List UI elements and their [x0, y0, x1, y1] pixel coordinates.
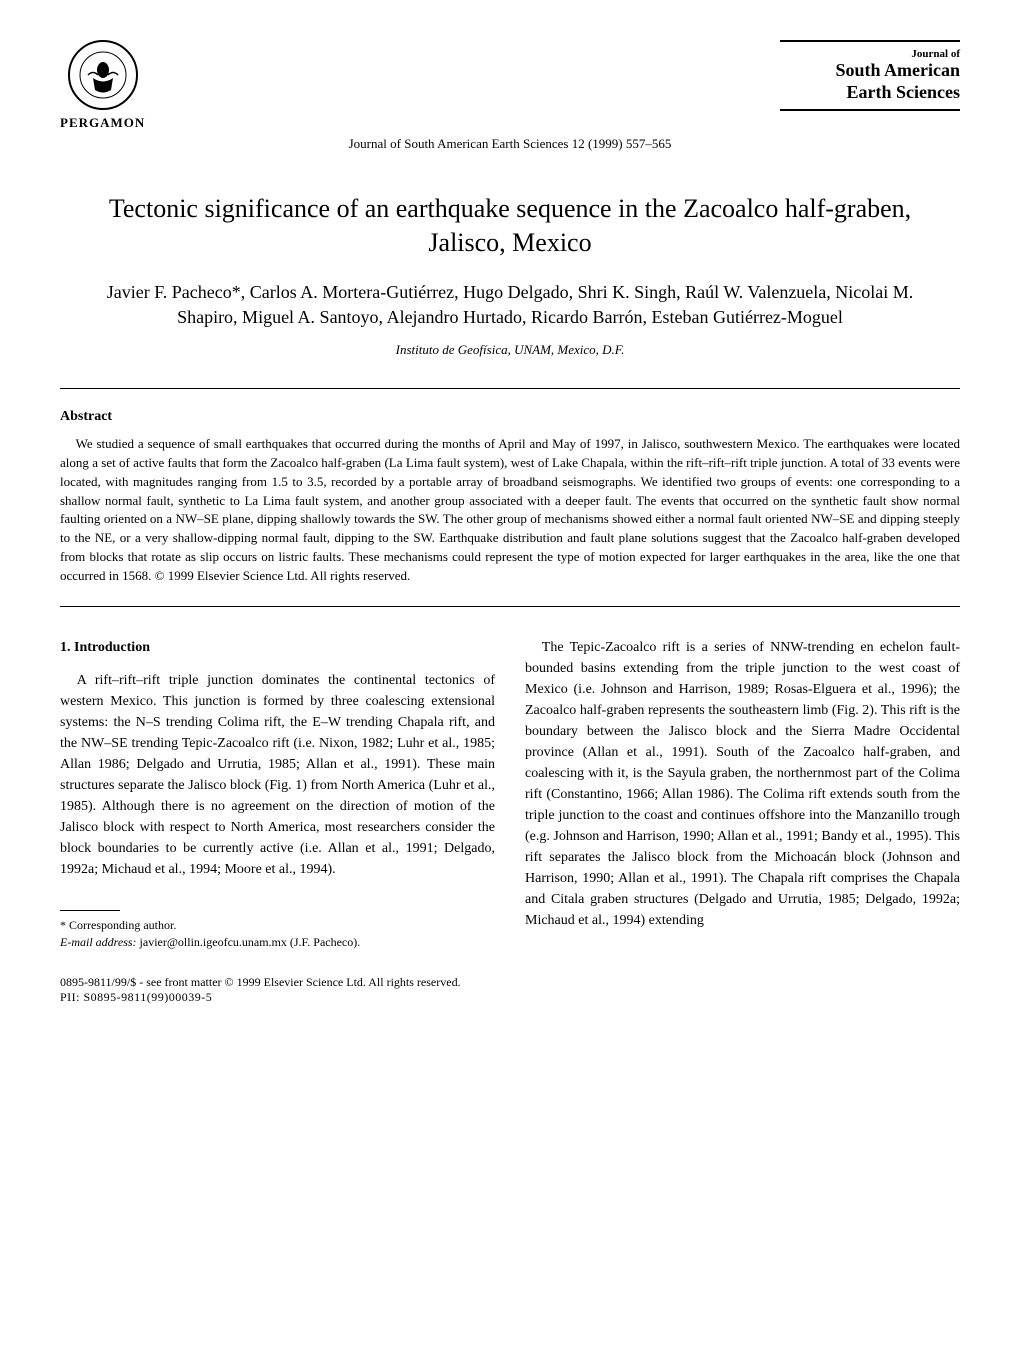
- email-footnote: E-mail address: javier@ollin.igeofcu.una…: [60, 934, 495, 951]
- intro-heading: 1. Introduction: [60, 637, 495, 658]
- body-columns: 1. Introduction A rift–rift–rift triple …: [60, 637, 960, 951]
- journal-of-label: Journal of: [780, 48, 960, 60]
- authors-list: Javier F. Pacheco*, Carlos A. Mortera-Gu…: [60, 280, 960, 330]
- journal-title-line2: Earth Sciences: [780, 82, 960, 104]
- intro-paragraph-left: A rift–rift–rift triple junction dominat…: [60, 670, 495, 880]
- abstract-text: We studied a sequence of small earthquak…: [60, 435, 960, 586]
- divider-top: [60, 388, 960, 389]
- pii-line: PII: S0895-9811(99)00039-5: [60, 990, 960, 1005]
- header-row: PERGAMON Journal of South American Earth…: [60, 40, 960, 131]
- left-column: 1. Introduction A rift–rift–rift triple …: [60, 637, 495, 951]
- right-column: The Tepic-Zacoalco rift is a series of N…: [525, 637, 960, 951]
- email-value: javier@ollin.igeofcu.unam.mx (J.F. Pache…: [137, 935, 361, 949]
- intro-paragraph-right: The Tepic-Zacoalco rift is a series of N…: [525, 637, 960, 931]
- divider-bottom: [60, 606, 960, 607]
- publisher-block: PERGAMON: [60, 40, 145, 131]
- corresponding-author-note: * Corresponding author.: [60, 917, 495, 934]
- journal-citation: Journal of South American Earth Sciences…: [60, 136, 960, 152]
- journal-title-block: Journal of South American Earth Sciences: [780, 40, 960, 111]
- article-title: Tectonic significance of an earthquake s…: [60, 192, 960, 260]
- publisher-name: PERGAMON: [60, 115, 145, 131]
- footnote-rule: [60, 910, 120, 911]
- email-label: E-mail address:: [60, 935, 137, 949]
- abstract-heading: Abstract: [60, 409, 960, 425]
- copyright-line: 0895-9811/99/$ - see front matter © 1999…: [60, 975, 960, 990]
- pergamon-logo-icon: [68, 40, 138, 110]
- journal-title-line1: South American: [780, 60, 960, 82]
- affiliation: Instituto de Geofísica, UNAM, Mexico, D.…: [60, 342, 960, 358]
